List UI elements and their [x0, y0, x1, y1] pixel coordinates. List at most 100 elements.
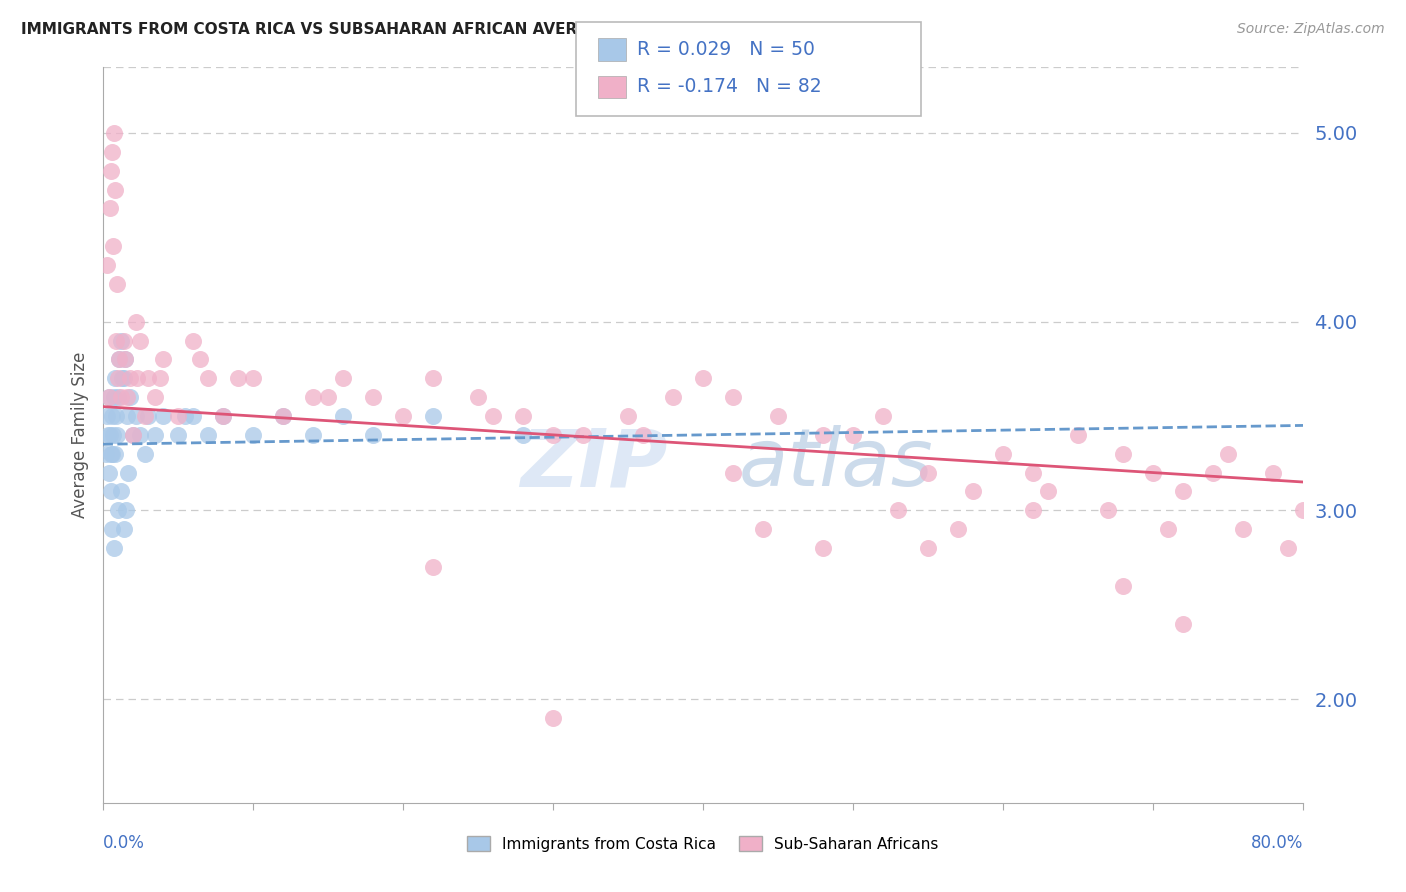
Point	[271, 409, 294, 423]
Point	[100, 484, 122, 499]
Point	[1292, 503, 1315, 517]
Point	[617, 409, 640, 423]
Point	[96, 409, 118, 423]
Point	[101, 447, 124, 461]
Point	[98, 427, 121, 442]
Point	[766, 409, 789, 423]
Point	[1038, 484, 1060, 499]
Point	[111, 371, 134, 385]
Text: 0.0%: 0.0%	[103, 834, 145, 852]
Point	[332, 371, 354, 385]
Point	[105, 334, 128, 348]
Point	[242, 371, 264, 385]
Point	[1097, 503, 1119, 517]
Point	[94, 447, 117, 461]
Point	[97, 390, 120, 404]
Point	[152, 409, 174, 423]
Text: Source: ZipAtlas.com: Source: ZipAtlas.com	[1237, 22, 1385, 37]
Point	[391, 409, 415, 423]
Point	[110, 484, 132, 499]
Legend: Immigrants from Costa Rica, Sub-Saharan Africans: Immigrants from Costa Rica, Sub-Saharan …	[461, 830, 945, 858]
Point	[332, 409, 354, 423]
Point	[105, 409, 128, 423]
Point	[97, 390, 120, 404]
Point	[110, 390, 132, 404]
Point	[422, 371, 444, 385]
Point	[1022, 466, 1045, 480]
Point	[1277, 541, 1299, 555]
Point	[361, 390, 384, 404]
Point	[271, 409, 294, 423]
Point	[572, 427, 595, 442]
Point	[105, 427, 128, 442]
Point	[149, 371, 172, 385]
Point	[104, 447, 127, 461]
Point	[107, 371, 129, 385]
Point	[1067, 427, 1090, 442]
Point	[101, 522, 124, 536]
Point	[721, 390, 744, 404]
Point	[1263, 466, 1285, 480]
Point	[242, 427, 264, 442]
Point	[316, 390, 339, 404]
Point	[121, 427, 143, 442]
Point	[136, 409, 159, 423]
Point	[96, 258, 118, 272]
Point	[101, 427, 124, 442]
Point	[1202, 466, 1225, 480]
Point	[361, 427, 384, 442]
Point	[1022, 503, 1045, 517]
Point	[104, 371, 127, 385]
Point	[226, 371, 249, 385]
Point	[166, 427, 188, 442]
Point	[103, 126, 125, 140]
Point	[114, 352, 136, 367]
Point	[752, 522, 775, 536]
Point	[166, 409, 188, 423]
Point	[811, 541, 834, 555]
Text: IMMIGRANTS FROM COSTA RICA VS SUBSAHARAN AFRICAN AVERAGE FAMILY SIZE CORRELATION: IMMIGRANTS FROM COSTA RICA VS SUBSAHARAN…	[21, 22, 908, 37]
Point	[105, 277, 128, 291]
Point	[100, 447, 122, 461]
Point	[1232, 522, 1254, 536]
Point	[107, 390, 129, 404]
Point	[143, 427, 166, 442]
Point	[962, 484, 984, 499]
Point	[1173, 616, 1195, 631]
Y-axis label: Average Family Size: Average Family Size	[70, 351, 89, 518]
Point	[100, 145, 122, 159]
Point	[121, 427, 143, 442]
Point	[103, 541, 125, 555]
Point	[100, 163, 122, 178]
Point	[110, 334, 132, 348]
Point	[129, 427, 152, 442]
Point	[127, 371, 149, 385]
Point	[1157, 522, 1180, 536]
Point	[887, 503, 910, 517]
Point	[118, 371, 141, 385]
Point	[115, 503, 138, 517]
Point	[1112, 447, 1135, 461]
Point	[115, 409, 138, 423]
Point	[112, 334, 135, 348]
Point	[662, 390, 685, 404]
Point	[993, 447, 1015, 461]
Point	[842, 427, 865, 442]
Point	[467, 390, 489, 404]
Point	[98, 202, 121, 216]
Point	[114, 352, 136, 367]
Point	[181, 409, 204, 423]
Point	[152, 352, 174, 367]
Point	[946, 522, 969, 536]
Point	[112, 371, 135, 385]
Point	[872, 409, 894, 423]
Point	[118, 390, 141, 404]
Point	[721, 466, 744, 480]
Point	[103, 390, 125, 404]
Point	[136, 371, 159, 385]
Point	[129, 334, 152, 348]
Point	[917, 466, 939, 480]
Point	[211, 409, 233, 423]
Point	[541, 427, 564, 442]
Point	[134, 447, 156, 461]
